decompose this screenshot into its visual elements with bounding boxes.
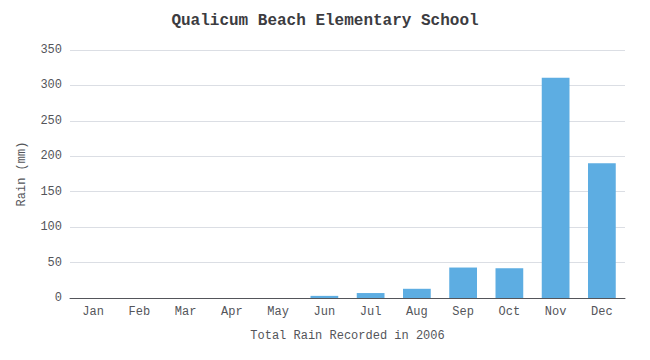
svg-text:Jul: Jul — [360, 305, 382, 319]
svg-text:Nov: Nov — [545, 305, 567, 319]
svg-text:50: 50 — [48, 256, 62, 270]
svg-text:Rain (mm): Rain (mm) — [15, 142, 29, 207]
svg-text:Sep: Sep — [452, 305, 474, 319]
svg-text:200: 200 — [40, 149, 62, 163]
svg-text:Oct: Oct — [499, 305, 521, 319]
svg-text:Mar: Mar — [175, 305, 197, 319]
svg-text:Dec: Dec — [591, 305, 613, 319]
svg-text:350: 350 — [40, 43, 62, 57]
svg-text:Jan: Jan — [82, 305, 104, 319]
svg-text:Feb: Feb — [129, 305, 151, 319]
svg-text:Qualicum Beach Elementary Scho: Qualicum Beach Elementary School — [171, 12, 478, 30]
svg-text:Total Rain Recorded in 2006: Total Rain Recorded in 2006 — [250, 329, 444, 343]
svg-text:Apr: Apr — [221, 305, 243, 319]
svg-text:100: 100 — [40, 220, 62, 234]
svg-text:Aug: Aug — [406, 305, 428, 319]
svg-text:May: May — [267, 305, 289, 319]
svg-text:0: 0 — [55, 291, 62, 305]
svg-text:Jun: Jun — [314, 305, 336, 319]
svg-text:250: 250 — [40, 114, 62, 128]
svg-text:300: 300 — [40, 78, 62, 92]
svg-text:150: 150 — [40, 185, 62, 199]
